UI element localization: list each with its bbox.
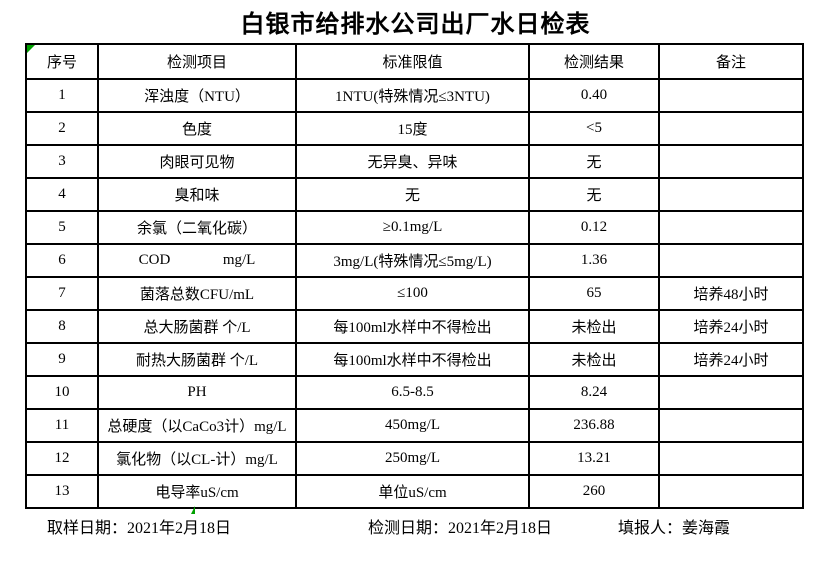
table-row: 2 色度 15度 <5 xyxy=(25,111,804,146)
cell-limit: 6.5-8.5 xyxy=(295,375,530,410)
sampling-date-label: 取样日期：2021年2月18日 xyxy=(47,520,232,537)
cell-result: 13.21 xyxy=(528,441,660,476)
cell-no: 8 xyxy=(25,309,99,344)
cell-limit: 450mg/L xyxy=(295,408,530,443)
cell-item: 总大肠菌群 个/L xyxy=(97,309,297,344)
cell-result: 260 xyxy=(528,474,660,509)
cell-item: 肉眼可见物 xyxy=(97,144,297,179)
cell-no: 1 xyxy=(25,78,99,113)
table-row: 4 臭和味 无 无 xyxy=(25,177,804,212)
table-row: 1 浑浊度（NTU） 1NTU(特殊情况≤3NTU) 0.40 xyxy=(25,78,804,113)
cell-result: 1.36 xyxy=(528,243,660,278)
table-row: 8 总大肠菌群 个/L 每100ml水样中不得检出 未检出 培养24小时 xyxy=(25,309,804,344)
cell-no: 10 xyxy=(25,375,99,410)
cell-no: 9 xyxy=(25,342,99,377)
cell-limit: 每100ml水样中不得检出 xyxy=(295,342,530,377)
page-title: 白银市给排水公司出厂水日检表 xyxy=(240,12,591,38)
cell-no: 4 xyxy=(25,177,99,212)
cell-limit: 每100ml水样中不得检出 xyxy=(295,309,530,344)
header-no: 序号 xyxy=(25,43,99,80)
header-result: 检测结果 xyxy=(528,43,660,80)
header-note: 备注 xyxy=(658,43,804,80)
table-row: 3 肉眼可见物 无异臭、异味 无 xyxy=(25,144,804,179)
cell-no: 11 xyxy=(25,408,99,443)
header-item: 检测项目 xyxy=(97,43,297,80)
cell-note xyxy=(658,111,804,146)
green-corner-triangle-icon xyxy=(27,45,35,53)
cell-limit: 15度 xyxy=(295,111,530,146)
cell-item: 总硬度（以CaCo3计）mg/L xyxy=(97,408,297,443)
cell-note xyxy=(658,474,804,509)
cell-item: 耐热大肠菌群 个/L xyxy=(97,342,297,377)
cell-note xyxy=(658,243,804,278)
cell-result: <5 xyxy=(528,111,660,146)
footer: 取样日期：2021年2月18日 检测日期：2021年2月18日 填报人：姜海霞 xyxy=(0,514,831,538)
cell-limit: 1NTU(特殊情况≤3NTU) xyxy=(295,78,530,113)
cell-note: 培养48小时 xyxy=(658,276,804,311)
cell-item: PH xyxy=(97,375,297,410)
table-header-row: 序号 检测项目 标准限值 检测结果 备注 xyxy=(25,43,804,80)
cell-limit: 单位uS/cm xyxy=(295,474,530,509)
cell-note xyxy=(658,210,804,245)
cell-note xyxy=(658,177,804,212)
cell-result: 未检出 xyxy=(528,342,660,377)
cell-item: 色度 xyxy=(97,111,297,146)
test-date-label: 检测日期：2021年2月18日 xyxy=(368,520,553,537)
cell-no: 2 xyxy=(25,111,99,146)
cell-result: 无 xyxy=(528,177,660,212)
cell-limit: 3mg/L(特殊情况≤5mg/L) xyxy=(295,243,530,278)
cell-item: 氯化物（以CL-计）mg/L xyxy=(97,441,297,476)
cell-item: 浑浊度（NTU） xyxy=(97,78,297,113)
inspection-table: 序号 检测项目 标准限值 检测结果 备注 1 浑浊度（NTU） 1NTU(特殊情… xyxy=(25,43,804,509)
cell-note xyxy=(658,375,804,410)
cell-item: 菌落总数CFU/mL xyxy=(97,276,297,311)
table-row: 6 COD mg/L 3mg/L(特殊情况≤5mg/L) 1.36 xyxy=(25,243,804,278)
cell-note xyxy=(658,441,804,476)
cell-limit: 无异臭、异味 xyxy=(295,144,530,179)
table-row: 9 耐热大肠菌群 个/L 每100ml水样中不得检出 未检出 培养24小时 xyxy=(25,342,804,377)
cell-no: 12 xyxy=(25,441,99,476)
cell-result: 65 xyxy=(528,276,660,311)
table-row: 11 总硬度（以CaCo3计）mg/L 450mg/L 236.88 xyxy=(25,408,804,443)
cell-limit: ≥0.1mg/L xyxy=(295,210,530,245)
cell-note: 培养24小时 xyxy=(658,309,804,344)
cell-result: 0.40 xyxy=(528,78,660,113)
cell-item: 余氯（二氧化碳） xyxy=(97,210,297,245)
cell-limit: ≤100 xyxy=(295,276,530,311)
table-row: 12 氯化物（以CL-计）mg/L 250mg/L 13.21 xyxy=(25,441,804,476)
cell-item: 臭和味 xyxy=(97,177,297,212)
cell-no: 6 xyxy=(25,243,99,278)
cell-result: 0.12 xyxy=(528,210,660,245)
reporter-label: 填报人：姜海霞 xyxy=(618,520,731,537)
cell-note xyxy=(658,78,804,113)
cell-result: 236.88 xyxy=(528,408,660,443)
table-row: 13 电导率uS/cm 单位uS/cm 260 xyxy=(25,474,804,509)
cell-limit: 无 xyxy=(295,177,530,212)
cell-limit: 250mg/L xyxy=(295,441,530,476)
cell-note xyxy=(658,144,804,179)
header-limit: 标准限值 xyxy=(295,43,530,80)
cell-result: 无 xyxy=(528,144,660,179)
table-row: 5 余氯（二氧化碳） ≥0.1mg/L 0.12 xyxy=(25,210,804,245)
table-row: 10 PH 6.5-8.5 8.24 xyxy=(25,375,804,410)
cell-note: 培养24小时 xyxy=(658,342,804,377)
cell-item: 电导率uS/cm xyxy=(97,474,297,509)
green-bottom-triangle-icon xyxy=(191,506,195,514)
cell-no: 3 xyxy=(25,144,99,179)
table-row: 7 菌落总数CFU/mL ≤100 65 培养48小时 xyxy=(25,276,804,311)
cell-item: COD mg/L xyxy=(97,243,297,278)
cell-result: 8.24 xyxy=(528,375,660,410)
cell-result: 未检出 xyxy=(528,309,660,344)
cell-no: 13 xyxy=(25,474,99,509)
cell-no: 5 xyxy=(25,210,99,245)
cell-note xyxy=(658,408,804,443)
cell-no: 7 xyxy=(25,276,99,311)
